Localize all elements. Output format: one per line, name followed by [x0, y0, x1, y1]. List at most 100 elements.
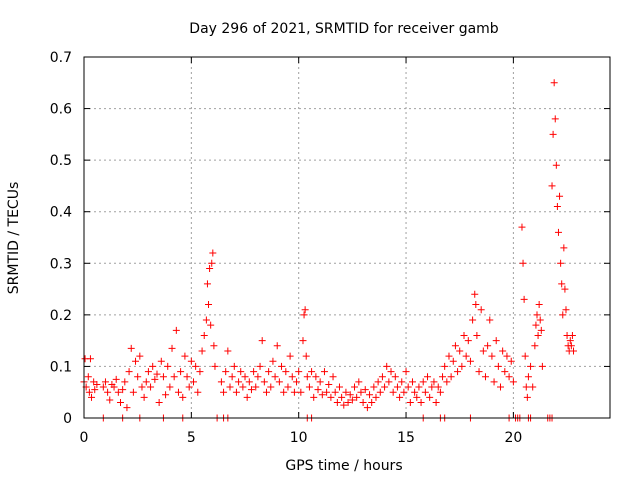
data-point: [116, 399, 124, 407]
data-point: [398, 378, 406, 386]
data-point: [454, 368, 462, 376]
data-point: [282, 368, 290, 376]
data-point: [462, 352, 470, 360]
data-point: [439, 373, 447, 381]
data-point: [376, 388, 384, 396]
data-point: [208, 259, 216, 267]
data-point: [331, 388, 339, 396]
y-tick-label: 0.4: [50, 205, 72, 221]
data-point: [529, 383, 537, 391]
data-point: [464, 337, 472, 345]
data-point: [507, 357, 515, 365]
data-point: [383, 362, 391, 370]
data-point: [325, 380, 333, 388]
data-point: [460, 331, 468, 339]
data-point: [310, 393, 318, 401]
data-point: [207, 321, 215, 329]
data-point: [417, 399, 425, 407]
data-point: [503, 352, 511, 360]
data-point: [198, 347, 206, 355]
y-tick-label: 0.3: [50, 256, 72, 272]
x-tick-label: 15: [397, 430, 415, 446]
plot-frame: [83, 56, 611, 419]
data-point: [557, 259, 565, 267]
data-point: [523, 393, 531, 401]
data-point: [206, 264, 214, 272]
data-point: [389, 388, 397, 396]
data-point: [230, 362, 238, 370]
data-point: [232, 388, 240, 396]
data-point: [284, 383, 292, 391]
data-point: [187, 357, 195, 365]
data-point: [136, 352, 144, 360]
data-point: [497, 383, 505, 391]
data-point: [267, 383, 275, 391]
data-point: [400, 388, 408, 396]
data-point: [265, 368, 273, 376]
data-point: [295, 368, 303, 376]
data-point: [361, 386, 369, 394]
data-point: [93, 380, 101, 388]
data-point: [342, 388, 350, 396]
data-point: [554, 228, 562, 236]
data-point: [129, 388, 137, 396]
data-point: [157, 357, 165, 365]
data-point: [456, 347, 464, 355]
data-point: [269, 357, 277, 365]
data-points: [80, 79, 578, 422]
data-point: [548, 182, 556, 190]
data-point: [553, 203, 561, 211]
data-point: [501, 368, 509, 376]
data-point: [413, 393, 421, 401]
data-point: [114, 388, 122, 396]
data-point: [179, 393, 187, 401]
data-point: [151, 375, 159, 383]
data-point: [85, 388, 93, 396]
data-point: [370, 383, 378, 391]
data-point: [532, 321, 540, 329]
data-point: [189, 378, 197, 386]
data-point: [185, 383, 193, 391]
data-point: [205, 301, 213, 309]
data-point: [308, 368, 316, 376]
data-point: [550, 79, 558, 87]
grid: [84, 57, 610, 418]
data-point: [300, 311, 308, 319]
data-point: [490, 378, 498, 386]
data-point: [522, 383, 530, 391]
data-point: [387, 368, 395, 376]
data-point: [155, 399, 163, 407]
data-point: [441, 362, 449, 370]
data-point: [335, 383, 343, 391]
data-point: [138, 383, 146, 391]
data-point: [235, 378, 243, 386]
data-point: [372, 393, 380, 401]
data-point: [505, 373, 513, 381]
data-point: [217, 378, 225, 386]
data-point: [424, 373, 432, 381]
data-point: [363, 404, 371, 412]
data-point: [521, 352, 529, 360]
data-point: [181, 352, 189, 360]
data-point: [104, 388, 112, 396]
data-point: [538, 362, 546, 370]
data-point: [481, 373, 489, 381]
data-point: [492, 337, 500, 345]
data-point: [106, 396, 114, 404]
data-point: [535, 301, 543, 309]
data-point: [344, 399, 352, 407]
data-point: [359, 399, 367, 407]
data-point: [458, 362, 466, 370]
data-point: [245, 378, 253, 386]
data-point: [531, 342, 539, 350]
data-point: [302, 352, 310, 360]
data-point: [301, 306, 309, 314]
data-point: [177, 368, 185, 376]
data-point: [99, 383, 107, 391]
data-point: [556, 192, 564, 200]
data-point: [162, 391, 170, 399]
data-point: [209, 249, 217, 257]
data-point: [220, 388, 228, 396]
y-tick-label: 0.1: [50, 359, 72, 375]
data-point: [519, 259, 527, 267]
